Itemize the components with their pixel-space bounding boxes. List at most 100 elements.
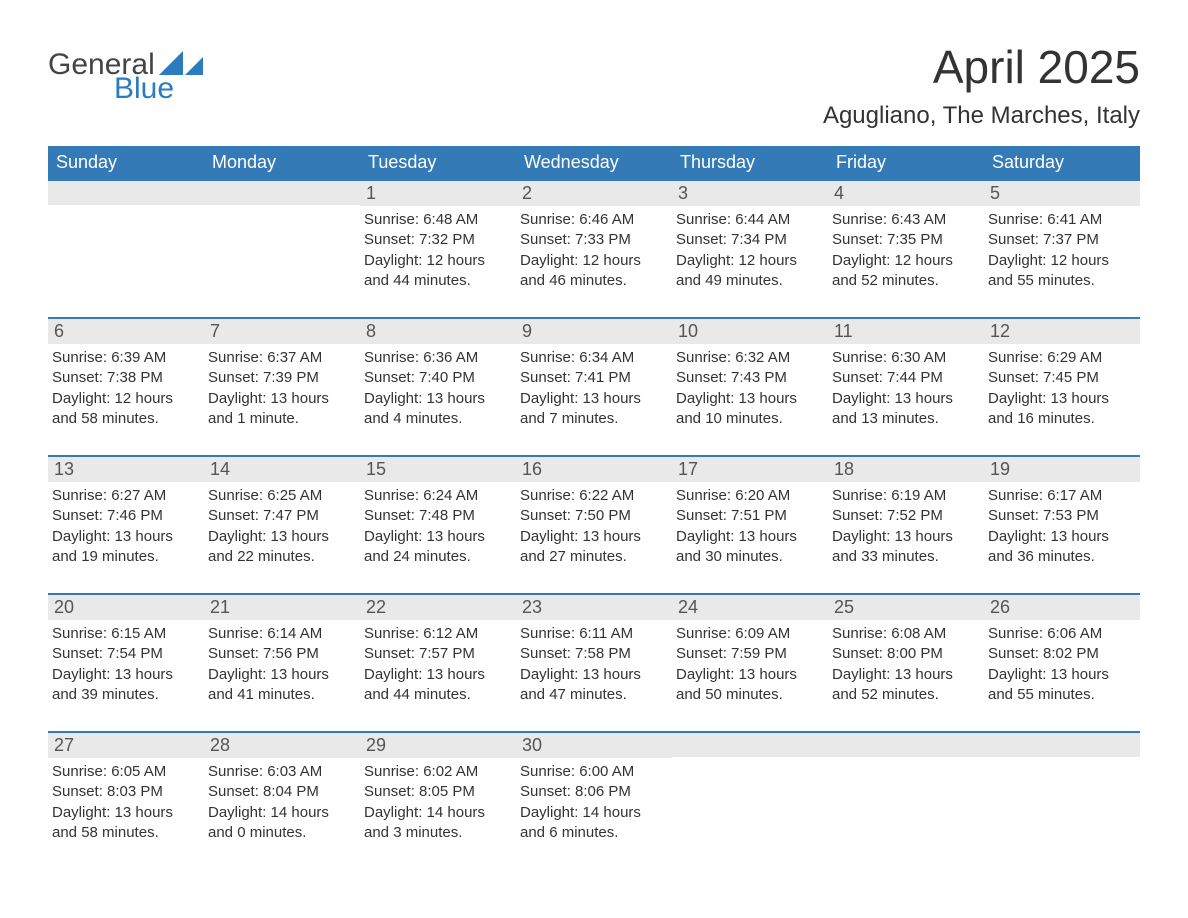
- day-daylight2: and 19 minutes.: [52, 547, 198, 567]
- day-cell: 8Sunrise: 6:36 AMSunset: 7:40 PMDaylight…: [360, 319, 516, 433]
- day-body: Sunrise: 6:03 AMSunset: 8:04 PMDaylight:…: [204, 758, 360, 847]
- day-body: Sunrise: 6:00 AMSunset: 8:06 PMDaylight:…: [516, 758, 672, 847]
- day-sunset: Sunset: 8:02 PM: [988, 644, 1134, 664]
- day-body: Sunrise: 6:25 AMSunset: 7:47 PMDaylight:…: [204, 482, 360, 571]
- day-number: 16: [516, 457, 672, 482]
- day-sunrise: Sunrise: 6:06 AM: [988, 624, 1134, 644]
- day-daylight1: Daylight: 12 hours: [520, 251, 666, 271]
- day-daylight2: and 7 minutes.: [520, 409, 666, 429]
- day-daylight1: Daylight: 13 hours: [52, 803, 198, 823]
- day-daylight2: and 10 minutes.: [676, 409, 822, 429]
- day-cell: 28Sunrise: 6:03 AMSunset: 8:04 PMDayligh…: [204, 733, 360, 847]
- dow-tuesday: Tuesday: [360, 146, 516, 179]
- day-cell: [204, 181, 360, 295]
- dow-friday: Friday: [828, 146, 984, 179]
- day-cell: 4Sunrise: 6:43 AMSunset: 7:35 PMDaylight…: [828, 181, 984, 295]
- day-daylight2: and 49 minutes.: [676, 271, 822, 291]
- day-cell: 12Sunrise: 6:29 AMSunset: 7:45 PMDayligh…: [984, 319, 1140, 433]
- day-sunrise: Sunrise: 6:03 AM: [208, 762, 354, 782]
- day-sunset: Sunset: 7:56 PM: [208, 644, 354, 664]
- dow-monday: Monday: [204, 146, 360, 179]
- day-daylight2: and 24 minutes.: [364, 547, 510, 567]
- day-sunset: Sunset: 7:34 PM: [676, 230, 822, 250]
- day-daylight2: and 50 minutes.: [676, 685, 822, 705]
- day-number: 13: [48, 457, 204, 482]
- day-body: Sunrise: 6:08 AMSunset: 8:00 PMDaylight:…: [828, 620, 984, 709]
- day-sunrise: Sunrise: 6:43 AM: [832, 210, 978, 230]
- day-daylight1: Daylight: 12 hours: [988, 251, 1134, 271]
- day-sunrise: Sunrise: 6:41 AM: [988, 210, 1134, 230]
- day-sunset: Sunset: 7:44 PM: [832, 368, 978, 388]
- day-daylight2: and 3 minutes.: [364, 823, 510, 843]
- day-body: Sunrise: 6:27 AMSunset: 7:46 PMDaylight:…: [48, 482, 204, 571]
- day-daylight1: Daylight: 12 hours: [832, 251, 978, 271]
- day-sunrise: Sunrise: 6:34 AM: [520, 348, 666, 368]
- day-number: 11: [828, 319, 984, 344]
- day-sunrise: Sunrise: 6:08 AM: [832, 624, 978, 644]
- day-number: 5: [984, 181, 1140, 206]
- weeks-container: 1Sunrise: 6:48 AMSunset: 7:32 PMDaylight…: [48, 179, 1140, 847]
- day-daylight2: and 44 minutes.: [364, 685, 510, 705]
- day-daylight1: Daylight: 13 hours: [832, 665, 978, 685]
- days-of-week-header: SundayMondayTuesdayWednesdayThursdayFrid…: [48, 146, 1140, 179]
- day-number: 8: [360, 319, 516, 344]
- day-daylight2: and 13 minutes.: [832, 409, 978, 429]
- day-sunset: Sunset: 8:04 PM: [208, 782, 354, 802]
- day-number: [828, 733, 984, 757]
- day-daylight1: Daylight: 13 hours: [52, 527, 198, 547]
- day-body: Sunrise: 6:34 AMSunset: 7:41 PMDaylight:…: [516, 344, 672, 433]
- day-cell: 29Sunrise: 6:02 AMSunset: 8:05 PMDayligh…: [360, 733, 516, 847]
- day-body: Sunrise: 6:15 AMSunset: 7:54 PMDaylight:…: [48, 620, 204, 709]
- day-body: Sunrise: 6:37 AMSunset: 7:39 PMDaylight:…: [204, 344, 360, 433]
- day-daylight1: Daylight: 13 hours: [364, 389, 510, 409]
- day-body: [48, 205, 204, 291]
- day-number: 18: [828, 457, 984, 482]
- day-cell: 14Sunrise: 6:25 AMSunset: 7:47 PMDayligh…: [204, 457, 360, 571]
- day-number: 24: [672, 595, 828, 620]
- day-number: 10: [672, 319, 828, 344]
- day-daylight2: and 33 minutes.: [832, 547, 978, 567]
- day-daylight2: and 52 minutes.: [832, 271, 978, 291]
- day-daylight1: Daylight: 13 hours: [208, 665, 354, 685]
- day-body: Sunrise: 6:05 AMSunset: 8:03 PMDaylight:…: [48, 758, 204, 847]
- day-cell: 11Sunrise: 6:30 AMSunset: 7:44 PMDayligh…: [828, 319, 984, 433]
- day-sunset: Sunset: 7:58 PM: [520, 644, 666, 664]
- day-cell: [672, 733, 828, 847]
- day-daylight2: and 0 minutes.: [208, 823, 354, 843]
- day-sunset: Sunset: 7:33 PM: [520, 230, 666, 250]
- day-daylight1: Daylight: 12 hours: [676, 251, 822, 271]
- day-number: 20: [48, 595, 204, 620]
- day-cell: 30Sunrise: 6:00 AMSunset: 8:06 PMDayligh…: [516, 733, 672, 847]
- dow-saturday: Saturday: [984, 146, 1140, 179]
- day-body: [828, 757, 984, 843]
- day-daylight2: and 4 minutes.: [364, 409, 510, 429]
- day-daylight2: and 41 minutes.: [208, 685, 354, 705]
- day-body: Sunrise: 6:11 AMSunset: 7:58 PMDaylight:…: [516, 620, 672, 709]
- day-sunset: Sunset: 8:03 PM: [52, 782, 198, 802]
- day-daylight2: and 55 minutes.: [988, 271, 1134, 291]
- day-body: Sunrise: 6:06 AMSunset: 8:02 PMDaylight:…: [984, 620, 1140, 709]
- day-daylight1: Daylight: 13 hours: [520, 389, 666, 409]
- day-cell: 19Sunrise: 6:17 AMSunset: 7:53 PMDayligh…: [984, 457, 1140, 571]
- day-sunset: Sunset: 7:40 PM: [364, 368, 510, 388]
- dow-wednesday: Wednesday: [516, 146, 672, 179]
- dow-thursday: Thursday: [672, 146, 828, 179]
- day-number: 25: [828, 595, 984, 620]
- day-daylight1: Daylight: 14 hours: [520, 803, 666, 823]
- day-daylight1: Daylight: 13 hours: [676, 389, 822, 409]
- day-cell: 18Sunrise: 6:19 AMSunset: 7:52 PMDayligh…: [828, 457, 984, 571]
- day-daylight2: and 47 minutes.: [520, 685, 666, 705]
- day-cell: 9Sunrise: 6:34 AMSunset: 7:41 PMDaylight…: [516, 319, 672, 433]
- day-sunrise: Sunrise: 6:19 AM: [832, 486, 978, 506]
- day-daylight1: Daylight: 13 hours: [208, 389, 354, 409]
- day-daylight2: and 22 minutes.: [208, 547, 354, 567]
- day-sunset: Sunset: 7:32 PM: [364, 230, 510, 250]
- day-cell: 10Sunrise: 6:32 AMSunset: 7:43 PMDayligh…: [672, 319, 828, 433]
- day-body: Sunrise: 6:32 AMSunset: 7:43 PMDaylight:…: [672, 344, 828, 433]
- day-sunset: Sunset: 7:46 PM: [52, 506, 198, 526]
- day-sunrise: Sunrise: 6:17 AM: [988, 486, 1134, 506]
- day-sunrise: Sunrise: 6:00 AM: [520, 762, 666, 782]
- location-subtitle: Agugliano, The Marches, Italy: [823, 102, 1140, 130]
- day-sunset: Sunset: 7:52 PM: [832, 506, 978, 526]
- day-sunrise: Sunrise: 6:02 AM: [364, 762, 510, 782]
